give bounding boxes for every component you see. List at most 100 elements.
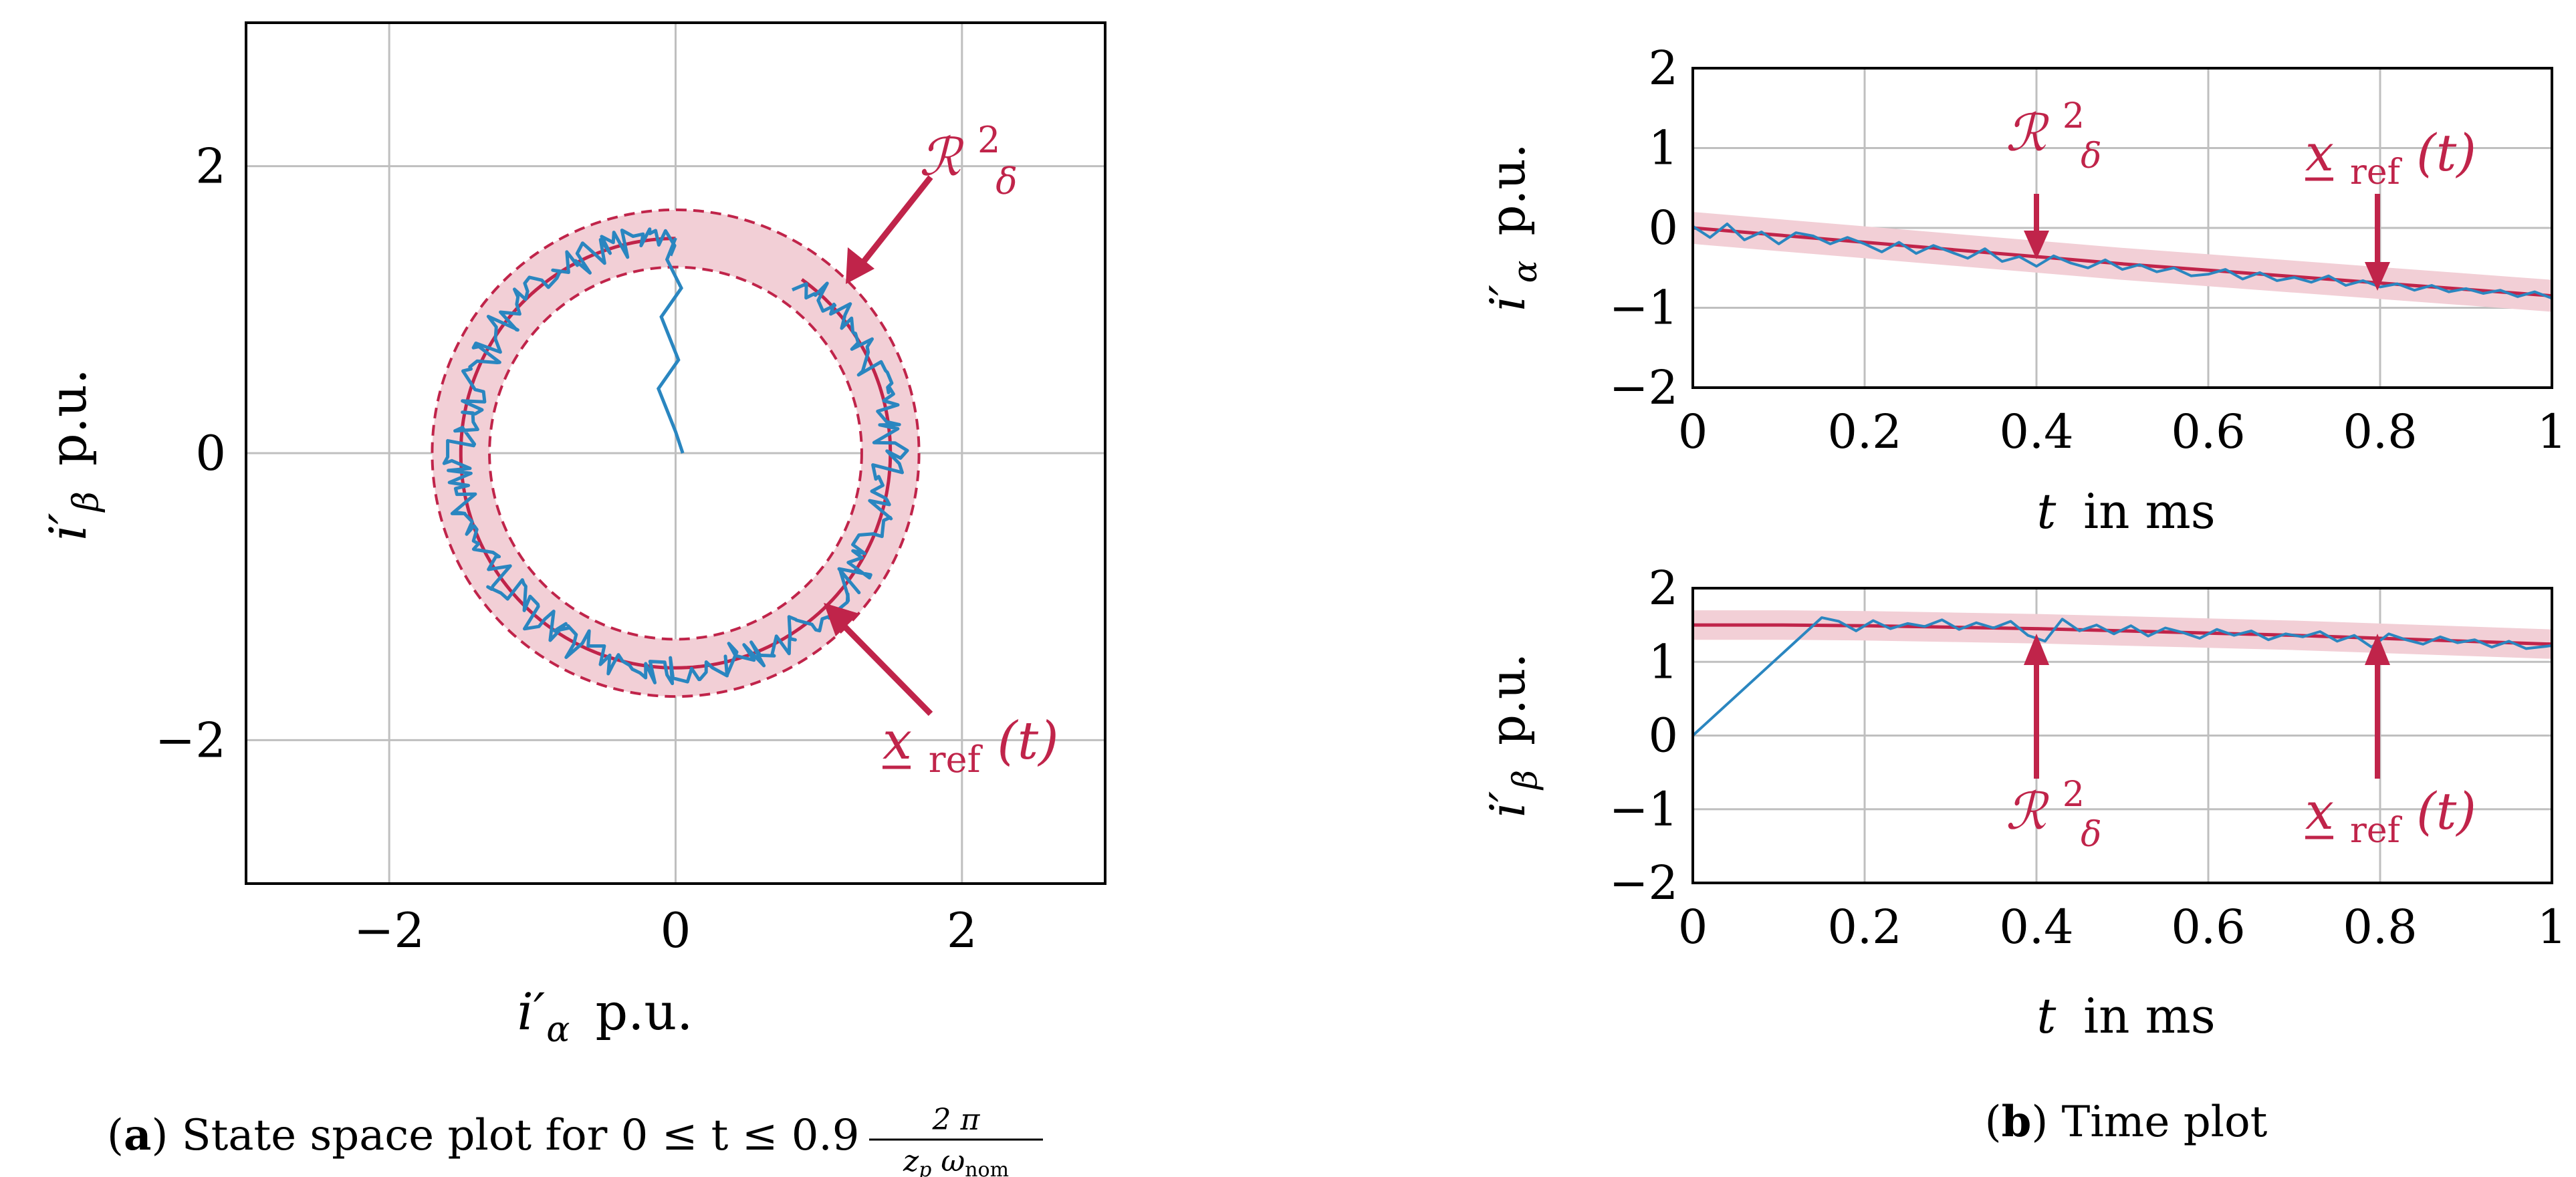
y-tick-label: −1	[1609, 281, 1678, 336]
tolerance-band-region	[1693, 212, 2552, 312]
y-axis-unit: p.u.	[38, 368, 98, 466]
reference-annotation-arrowhead	[824, 603, 859, 636]
y-axis-label: i′ α p.u.	[1480, 143, 1548, 311]
band-annotation-label: ℛ 2 δ	[919, 105, 1018, 203]
x-axis-label: i′ α p.u.	[517, 982, 693, 1053]
reference-annotation-arrow	[838, 620, 933, 716]
measured-line	[1693, 616, 2552, 737]
reference-argument: (t)	[997, 711, 1058, 771]
y-axis-unit: p.u.	[1480, 653, 1536, 745]
band-superscript: 2	[2063, 775, 2085, 815]
caption-a-text: (a) State space plot for 0 ≤ t ≤ 0.9	[107, 1110, 859, 1160]
caption-a-paren-open: (	[107, 1111, 124, 1160]
band-annotation-arrow	[856, 175, 933, 269]
plot-frame	[1691, 67, 2553, 389]
x-tick-label: 0	[661, 902, 691, 958]
reference-symbol: x	[2305, 123, 2334, 182]
reference-argument: (t)	[2416, 781, 2476, 841]
reference-annotation-arrowhead	[2365, 634, 2390, 665]
band-outer-boundary	[431, 208, 921, 698]
y-tick-label: −2	[1609, 360, 1678, 415]
x-tick-label: 0.4	[1999, 404, 2073, 459]
den-omega: ω	[931, 1144, 965, 1177]
y-tick-label: 1	[1648, 121, 1678, 176]
x-tick-label: 2	[947, 902, 977, 958]
band-annotation-arrowhead	[2024, 231, 2049, 259]
den-z: z	[903, 1144, 919, 1177]
band-superscript: 2	[977, 119, 1000, 161]
x-tick-label: 0.8	[2343, 900, 2417, 954]
y-axis-unit: p.u.	[1480, 143, 1536, 235]
band-symbol: ℛ	[2006, 781, 2050, 841]
x-axis-label: t in ms	[2036, 988, 2215, 1044]
den-nom: nom	[965, 1158, 1009, 1177]
band-subscript: δ	[2081, 136, 2101, 176]
x-tick-label: 0.6	[2171, 900, 2245, 954]
time-plot-alpha: 0 0.2 0.4 0.6 0.8 1 −2 −1 0 1 2 ℛ 2 δ x ref (t) t …	[1480, 41, 2567, 539]
band-symbol: ℛ	[2006, 103, 2050, 162]
tick-labels: 0 0.2 0.4 0.6 0.8 1 −2 −1 0 1 2	[1609, 561, 2567, 954]
y-tick-label: 0	[1648, 201, 1678, 255]
y-tick-label: 2	[1648, 561, 1678, 616]
reference-annotation-label: x ref (t)	[2305, 123, 2476, 192]
plot-frame	[245, 21, 1106, 885]
band-annotation-label: ℛ 2 δ	[2006, 759, 2101, 855]
x-tick-label: −2	[354, 902, 425, 958]
x-axis-label: t in ms	[2036, 483, 2215, 539]
measured-line	[1693, 223, 2552, 300]
y-axis-subscript: α	[1506, 261, 1544, 283]
x-tick-label: 0.2	[1827, 404, 1901, 459]
x-tick-label: 0.8	[2343, 404, 2417, 459]
reference-subscript: ref	[2350, 152, 2403, 192]
x-axis-symbol: t	[2036, 483, 2057, 539]
x-tick-label: 0.2	[1827, 900, 1901, 954]
band-symbol: ℛ	[919, 128, 964, 188]
y-axis-symbol: i′	[1480, 285, 1536, 311]
measured-startup-line	[656, 237, 685, 454]
den-p: p	[919, 1158, 931, 1177]
x-tick-label: 1	[2537, 404, 2567, 459]
caption-a-fraction-denominator: zp ωnom	[903, 1144, 1009, 1177]
y-axis-symbol: i′	[38, 513, 98, 541]
y-tick-label: −1	[1609, 782, 1678, 837]
caption-a: (a) State space plot for 0 ≤ t ≤ 0.9 2 π…	[107, 1103, 1043, 1177]
caption-b-text: (b) Time plot	[1985, 1097, 2268, 1147]
reference-annotation-label: x ref (t)	[883, 711, 1059, 785]
reference-annotation-arrowhead	[2365, 262, 2390, 291]
reference-symbol: x	[2305, 781, 2334, 841]
state-space-chart: −2 0 2 −2 0 2 ℛ 2 δ x ref (t) i′ α p.u. i′	[38, 21, 1106, 1177]
reference-subscript: ref	[929, 739, 983, 781]
y-axis-subscript: β	[66, 491, 106, 513]
caption-a-label: a	[124, 1110, 151, 1160]
y-axis-subscript: β	[1506, 770, 1544, 791]
caption-a-fraction-numerator: 2 π	[932, 1103, 981, 1137]
reference-symbol: x	[883, 711, 912, 771]
caption-b-body: Time plot	[2048, 1097, 2267, 1147]
x-tick-label: 0	[1678, 900, 1708, 954]
caption-a-body: State space plot for 0 ≤ t ≤ 0.9	[168, 1111, 859, 1160]
reference-line	[1693, 226, 2552, 298]
caption-b-paren-open: (	[1985, 1097, 2002, 1147]
plot-frame	[1691, 587, 2553, 884]
band-annotation-label: ℛ 2 δ	[2006, 80, 2101, 176]
y-tick-label: 2	[1648, 41, 1678, 96]
x-tick-label: 0	[1678, 404, 1708, 459]
x-axis-subscript: α	[546, 1010, 570, 1050]
x-axis-unit: p.u.	[596, 982, 693, 1041]
reference-argument: (t)	[2416, 123, 2476, 182]
x-tick-label: 0.4	[1999, 900, 2073, 954]
band-annotation-arrowhead	[846, 247, 874, 284]
band-subscript: δ	[996, 160, 1018, 203]
y-tick-label: −2	[155, 712, 226, 768]
x-axis-symbol: i′	[517, 982, 546, 1041]
svg-text:x ref (t): x ref (t)	[883, 711, 1059, 785]
y-tick-label: 0	[195, 425, 226, 481]
y-axis-label: i′ β p.u.	[38, 368, 110, 541]
y-axis-label: i′ β p.u.	[1480, 653, 1548, 817]
band-annotation-arrowhead	[2024, 634, 2049, 665]
y-tick-label: 1	[1648, 634, 1678, 689]
band-subscript: δ	[2081, 815, 2101, 855]
measured-trajectory-line	[442, 227, 909, 686]
